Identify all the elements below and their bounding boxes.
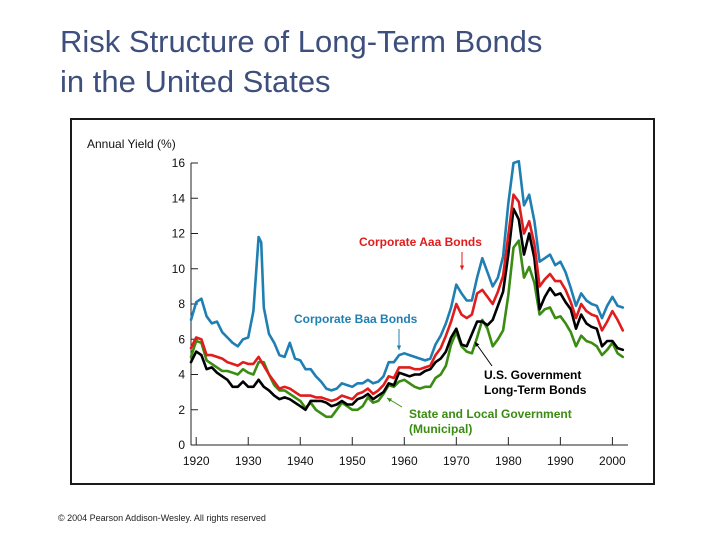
y-tick-label: 10 [172,262,186,276]
y-tick-label: 2 [178,403,185,417]
x-tick-label: 1940 [287,454,314,468]
yield-chart: Annual Yield (%) 0 2 4 6 8 10 12 14 16 1920 1930 19… [87,137,628,468]
x-tick-label: 1980 [495,454,522,468]
series-label-treasury: Long-Term Bonds [484,383,587,397]
y-tick-label: 4 [178,368,185,382]
series-arrowhead-treasury [475,342,480,347]
slide-title-line-1: Risk Structure of Long-Term Bonds [60,24,543,59]
slide-title: Risk Structure of Long-Term Bonds in the… [60,22,700,102]
x-tick-label: 1930 [235,454,262,468]
series-line-aaa [189,193,625,403]
series-lines [189,159,625,419]
chart-frame: Annual Yield (%) 0 2 4 6 8 10 12 14 16 1920 1930 19… [70,118,655,485]
x-tick-label: 1960 [391,454,418,468]
x-tick-label: 1950 [339,454,366,468]
y-tick-label: 12 [172,227,186,241]
x-tick-label: 1920 [183,454,210,468]
series-arrowhead-baa [396,345,402,350]
y-tick-label: 6 [178,332,185,346]
series-label-treasury: U.S. Government [484,368,581,382]
x-tick-label: 1970 [443,454,470,468]
slide-title-line-2: in the United States [60,64,331,99]
series-label-aaa: Corporate Aaa Bonds [359,235,482,249]
series-arrowhead-aaa [459,265,465,270]
series-line-treasury [189,207,625,412]
copyright-notice: © 2004 Pearson Addison-Wesley. All right… [58,513,266,523]
series-labels: Corporate Baa Bonds Corporate Aaa Bonds U.… [294,235,587,436]
series-label-municipal: State and Local Government [409,407,572,421]
y-tick-label: 16 [172,156,186,170]
x-tick-label: 1990 [547,454,574,468]
x-tick-label: 2000 [599,454,626,468]
y-tick-label: 14 [172,191,186,205]
series-label-baa: Corporate Baa Bonds [294,312,418,326]
series-label-municipal: (Municipal) [409,422,472,436]
y-tick-label: 8 [178,297,185,311]
y-axis-title: Annual Yield (%) [87,137,176,151]
axis-ticks: 0 2 4 6 8 10 12 14 16 1920 1930 1940 1950 1960 1970 198… [172,156,628,468]
y-tick-label: 0 [178,438,185,452]
series-pointer-treasury [474,341,493,367]
series-line-baa [189,159,625,392]
series-arrowhead-municipal [387,398,392,403]
